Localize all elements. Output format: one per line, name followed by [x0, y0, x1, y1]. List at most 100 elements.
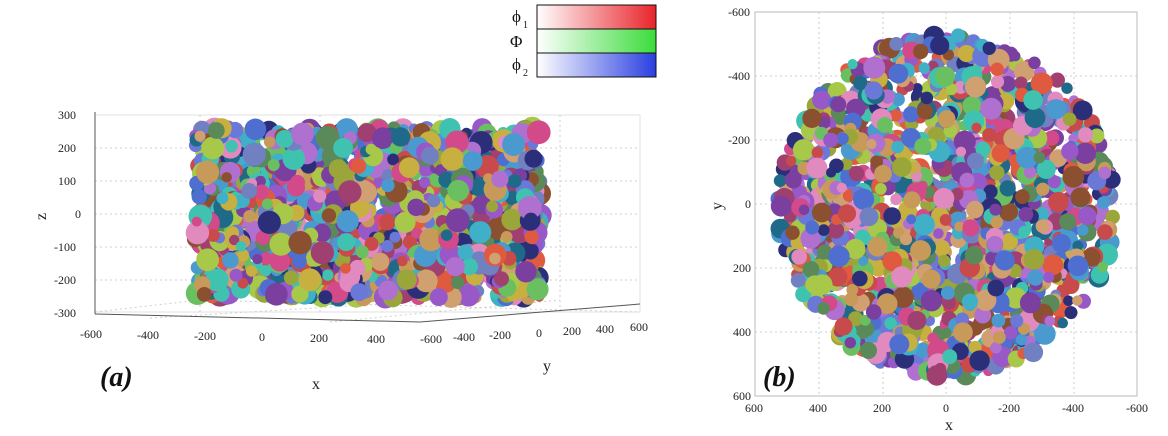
sphere [494, 271, 509, 287]
y-tick-label: 600 [630, 320, 648, 334]
y-tick-label: 200 [563, 324, 581, 338]
sphere [350, 158, 367, 174]
sphere [196, 287, 212, 302]
sphere [434, 270, 457, 293]
y-axis-label: y [709, 202, 726, 210]
panel-b-label: (b) [763, 362, 796, 393]
disc [969, 350, 990, 371]
sphere [338, 180, 362, 204]
disc [971, 122, 982, 133]
x-tick-label: 400 [367, 332, 385, 346]
sphere [489, 252, 501, 265]
sphere [500, 231, 513, 243]
disc [891, 140, 904, 154]
z-axis-label: z [33, 213, 50, 220]
sphere [185, 221, 210, 245]
disc [1077, 127, 1094, 143]
sphere [236, 249, 250, 262]
disc [859, 207, 879, 227]
disc [884, 317, 897, 330]
disc [987, 236, 1003, 252]
disc [844, 292, 859, 307]
z-tick-label: 100 [58, 174, 76, 188]
disc [1027, 269, 1044, 286]
disc [1097, 224, 1113, 240]
sphere [260, 265, 272, 277]
disc [890, 193, 902, 206]
sphere [191, 189, 207, 205]
sphere [491, 170, 509, 188]
y-tick-label: 400 [733, 325, 751, 339]
y-tick-label: -400 [728, 69, 750, 83]
disc [918, 62, 930, 74]
panel-b: -600 -400 -200 0 200 400 600 600 400 200… [709, 5, 1148, 434]
disc [974, 306, 992, 324]
x-tick-label: -200 [998, 401, 1020, 415]
x-tick-label: 600 [745, 401, 763, 415]
legend-bar-Phi [536, 28, 657, 54]
disc [989, 203, 1002, 216]
disc [1046, 99, 1067, 120]
sphere [355, 245, 369, 259]
disc [1016, 146, 1038, 169]
sphere [318, 290, 333, 305]
z-tick-label: 0 [75, 207, 81, 221]
sphere [267, 159, 280, 171]
legend-symbol: Φ [510, 32, 522, 51]
disc [848, 311, 864, 327]
disc [954, 221, 965, 232]
sphere [269, 232, 293, 256]
sphere [521, 242, 539, 260]
disc [1072, 240, 1083, 252]
disc [961, 293, 979, 310]
disc [892, 286, 914, 309]
sphere [486, 200, 499, 213]
disc [1015, 334, 1028, 346]
disc [1097, 261, 1109, 273]
disc [870, 155, 883, 169]
disc [906, 214, 917, 225]
disc [805, 220, 820, 235]
disc [913, 43, 929, 60]
sphere [427, 194, 441, 208]
sphere [321, 208, 337, 223]
y-tick-label: 400 [596, 322, 614, 336]
x-tick-label: -200 [194, 329, 216, 343]
disc [876, 117, 893, 133]
y-tick-label: 0 [536, 326, 542, 340]
disc [990, 216, 1004, 229]
sphere [243, 210, 256, 223]
sphere [403, 234, 417, 249]
disc [802, 108, 822, 128]
sphere [336, 210, 359, 233]
sphere [263, 136, 276, 148]
sphere [524, 149, 543, 168]
disc [990, 62, 1004, 76]
disc [1059, 213, 1077, 231]
sphere [390, 127, 411, 147]
disc [1077, 224, 1089, 236]
disc [817, 302, 830, 315]
disc [882, 251, 903, 272]
sphere [526, 120, 551, 145]
disc [857, 255, 869, 266]
disc [1033, 323, 1056, 345]
disc [864, 81, 883, 100]
sphere [364, 236, 379, 251]
disc [1036, 182, 1050, 196]
sphere [407, 198, 425, 216]
sphere [298, 268, 322, 292]
sphere [526, 278, 549, 301]
sphere [288, 231, 312, 255]
disc [1019, 292, 1041, 314]
sphere [378, 280, 399, 301]
disc [891, 92, 905, 107]
disc [865, 304, 882, 320]
sphere [265, 283, 288, 306]
y-tick-label: 200 [733, 261, 751, 275]
disc [785, 155, 797, 167]
y-tick-label: 600 [733, 389, 751, 403]
sphere [291, 285, 309, 303]
disc [989, 165, 1005, 181]
sphere [322, 269, 334, 281]
